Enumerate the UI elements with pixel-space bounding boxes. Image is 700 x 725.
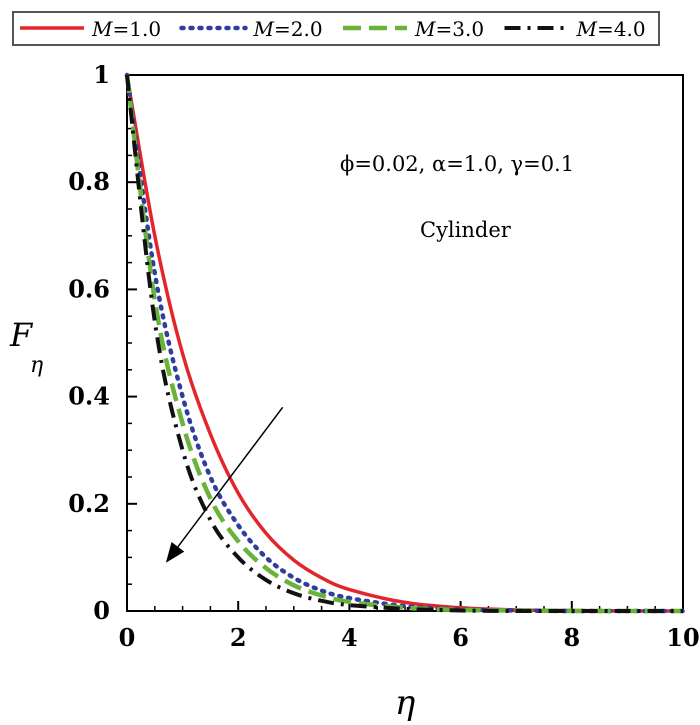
trend-arrow-head: [165, 541, 185, 563]
series-line-3: [124, 74, 683, 614]
x-tick-label: 6: [452, 623, 469, 652]
y-tick-label: 0.4: [68, 382, 110, 411]
y-tick-label: 0: [93, 596, 110, 625]
x-tick-label: 0: [119, 623, 136, 652]
params-annotation: ϕ=0.02, α=1.0, γ=0.1: [340, 152, 574, 176]
y-tick-label: 1: [93, 60, 110, 89]
legend-label-1: M=1.0: [91, 17, 161, 41]
legend-label-3: M=3.0: [414, 17, 484, 41]
tick-labels: 0 2 4 6 8 10 0 0.2 0.4 0.6 0.8 1: [68, 60, 699, 652]
x-tick-label: 8: [563, 623, 580, 652]
legend: M=1.0 M=2.0 M=3.0 M=4.0: [12, 11, 660, 46]
y-tick-label: 0.2: [68, 489, 110, 518]
y-tick-label: 0.6: [68, 274, 110, 303]
trend-arrow: [165, 406, 284, 563]
x-axis-label: η: [395, 683, 416, 723]
x-tick-label: 4: [341, 623, 358, 652]
geometry-annotation: Cylinder: [420, 218, 512, 242]
legend-label-2: M=2.0: [253, 17, 323, 41]
series-line-4: [125, 74, 683, 614]
legend-label-4: M=4.0: [576, 17, 646, 41]
series-lines: [124, 72, 686, 614]
x-tick-label: 10: [666, 623, 699, 652]
trend-arrow-shaft: [177, 406, 284, 548]
y-axis-label-subscript: η: [30, 353, 43, 378]
y-axis-label-main: F: [9, 316, 34, 354]
y-tick-label: 0.8: [68, 167, 110, 196]
x-tick-label: 2: [230, 623, 247, 652]
